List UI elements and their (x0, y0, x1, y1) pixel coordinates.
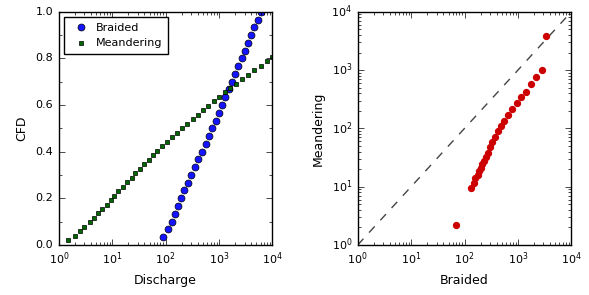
Point (473, 172, 482, 177)
Point (485, 145, 495, 149)
Braided (231, 72, 239, 76)
Braided (187, 173, 194, 177)
Braided (238, 57, 245, 60)
Braided (241, 49, 248, 53)
Braided (209, 127, 216, 130)
Point (466, 186, 475, 190)
Braided (171, 212, 178, 216)
Braided (219, 103, 226, 107)
Point (469, 181, 479, 186)
Braided (229, 80, 236, 83)
Braided (184, 181, 191, 184)
Point (499, 118, 509, 123)
Point (526, 81, 535, 86)
Point (537, 68, 547, 73)
Braided (222, 96, 229, 99)
Legend: Braided, Meandering: Braided, Meandering (64, 17, 168, 54)
Braided (177, 196, 184, 200)
Braided (191, 165, 198, 169)
Point (503, 112, 512, 117)
Point (479, 159, 489, 164)
Point (475, 169, 484, 173)
Point (517, 95, 526, 100)
Braided (195, 158, 202, 161)
Point (471, 176, 480, 181)
Braided (198, 150, 206, 153)
Braided (180, 189, 187, 192)
Braided (206, 134, 213, 138)
Point (512, 101, 521, 106)
Meandering (145, 158, 152, 161)
Braided (160, 235, 167, 239)
Braided (247, 33, 254, 37)
Braided (225, 88, 232, 91)
Point (488, 140, 497, 145)
Meandering (65, 239, 72, 242)
Braided (235, 64, 242, 68)
X-axis label: Discharge: Discharge (134, 274, 197, 287)
Point (496, 124, 505, 128)
Meandering (210, 100, 217, 103)
Line: Braided: Braided (160, 8, 264, 240)
Line: Meandering: Meandering (66, 9, 323, 243)
Point (483, 150, 492, 155)
Meandering (87, 221, 94, 224)
Point (490, 134, 499, 139)
Point (542, 34, 551, 39)
Meandering (302, 28, 309, 32)
Braided (216, 111, 223, 114)
Braided (257, 10, 264, 14)
Y-axis label: CFD: CFD (16, 116, 29, 141)
Point (508, 106, 517, 111)
Point (521, 90, 531, 94)
Braided (168, 220, 176, 223)
Braided (202, 142, 209, 146)
Braided (251, 26, 258, 29)
Y-axis label: Meandering: Meandering (312, 91, 325, 165)
Braided (164, 227, 171, 231)
Point (478, 162, 487, 167)
Braided (174, 204, 181, 208)
Point (476, 165, 485, 170)
Meandering (317, 10, 324, 14)
Braided (244, 41, 252, 45)
Point (452, 222, 461, 227)
Point (493, 129, 502, 133)
Meandering (173, 131, 180, 135)
Braided (254, 18, 262, 21)
Point (531, 75, 541, 80)
X-axis label: Braided: Braided (440, 274, 489, 287)
Braided (212, 119, 219, 122)
Meandering (221, 91, 229, 94)
Point (481, 155, 491, 160)
